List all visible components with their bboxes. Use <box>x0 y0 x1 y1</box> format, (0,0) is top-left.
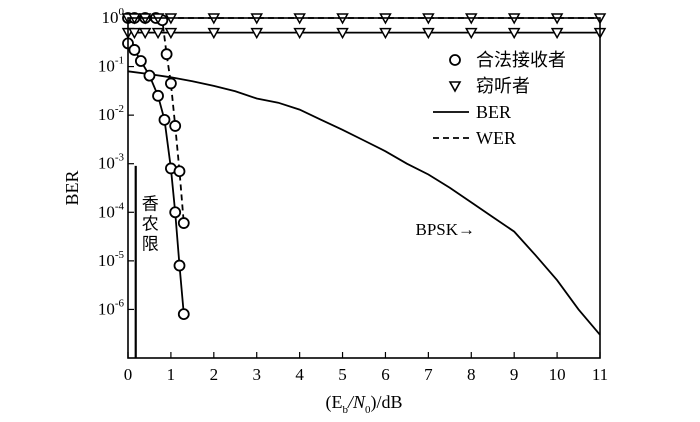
y-tick-label-6: 10-6 <box>98 297 125 318</box>
series-1-point-8 <box>173 165 186 178</box>
series-1-point-7 <box>169 120 182 132</box>
y-tick-base: 10 <box>98 154 115 173</box>
x-axis-label: (Eb/N0)/dB <box>325 392 402 416</box>
legend-circle-marker <box>449 54 461 66</box>
series-2-point-4 <box>164 27 178 40</box>
x-tick-label-9: 9 <box>510 365 519 384</box>
series-0-point-1 <box>128 44 141 56</box>
y-tick-label-0: 100 <box>102 6 125 27</box>
y-tick-exponent: 0 <box>119 6 125 18</box>
x-tick-label-1: 1 <box>167 365 176 384</box>
x-axis-label-n: /N <box>347 392 366 412</box>
bpsk-annotation: BPSK→ <box>415 220 475 239</box>
legend-label-ber: BER <box>476 102 511 122</box>
legend-label-legit-receiver: 合法接收者 <box>476 50 566 71</box>
series-0-point-7 <box>169 206 182 219</box>
legend-triangle-marker <box>448 81 462 93</box>
y-tick-exponent: -4 <box>115 200 125 212</box>
y-tick-exponent: -1 <box>115 55 124 67</box>
y-tick-exponent: -5 <box>115 249 125 261</box>
y-tick-base: 10 <box>98 57 115 76</box>
y-tick-label-4: 10-4 <box>98 200 125 221</box>
series-2-point-2 <box>138 27 152 40</box>
series-1-point-6 <box>165 77 177 90</box>
shannon-limit-label-char-2: 农 <box>142 215 159 235</box>
x-tick-label-6: 6 <box>381 365 390 384</box>
x-tick-label-2: 2 <box>210 365 219 384</box>
y-tick-exponent: -3 <box>115 152 125 164</box>
series-2-point-7 <box>293 27 306 40</box>
y-tick-label-5: 10-5 <box>98 249 125 270</box>
annotations-layer: 香 农 限 BPSK→ <box>134 165 475 358</box>
x-axis-label-sub-b: b <box>342 404 348 416</box>
x-tick-label-8: 8 <box>467 365 476 384</box>
y-tick-label-1: 10-1 <box>98 55 124 76</box>
legend-item-wer: WER <box>433 128 516 148</box>
series-2-point-6 <box>250 27 264 40</box>
ticks-layer: 0 1 2 3 4 5 6 7 8 9 10 1110010-110-210-310-410-510-… <box>98 6 608 384</box>
series-0-point-4 <box>152 89 164 102</box>
x-axis-label-sub-0: 0 <box>365 404 371 416</box>
y-tick-base: 10 <box>98 202 115 221</box>
y-tick-base: 10 <box>98 105 115 124</box>
series-1-point-9 <box>177 217 190 229</box>
legend-label-eavesdropper: 窃听者 <box>476 76 530 97</box>
series-2-point-12 <box>507 27 521 40</box>
legend-label-wer: WER <box>476 128 516 148</box>
x-tick-label-10: 10 <box>549 365 566 384</box>
y-axis-label: BER <box>62 170 82 205</box>
series-2-point-8 <box>336 27 349 40</box>
series-2-point-11 <box>464 27 478 40</box>
x-tick-label-0: 0 <box>124 365 133 384</box>
shannon-limit-label-char-1: 香 <box>142 195 159 215</box>
series-0-point-3 <box>143 69 156 82</box>
x-tick-label-4: 4 <box>295 365 304 384</box>
series-2-point-1 <box>128 27 141 40</box>
legend-item-ber: BER <box>433 102 511 122</box>
plot-frame <box>127 17 601 359</box>
series-0-point-8 <box>173 259 186 272</box>
x-tick-label-7: 7 <box>424 365 433 384</box>
x-tick-label-11: 11 <box>592 365 608 384</box>
series-2-point-13 <box>550 27 564 40</box>
series-line-0 <box>127 42 185 315</box>
series-1-point-5 <box>160 48 173 61</box>
series-2-point-5 <box>207 27 221 40</box>
series-0-point-2 <box>134 55 147 67</box>
series-2-point-10 <box>422 27 435 40</box>
x-axis-label-open: (E <box>325 392 342 413</box>
y-tick-exponent: -6 <box>115 297 125 309</box>
shannon-limit-label-char-3: 限 <box>142 235 159 255</box>
legend: 合法接收者 窃听者 BER WER <box>433 50 566 148</box>
series-0-point-9 <box>177 308 190 321</box>
y-tick-exponent: -2 <box>115 103 124 115</box>
y-tick-base: 10 <box>98 299 115 318</box>
legend-item-eavesdropper: 窃听者 <box>448 76 530 97</box>
legend-item-legit-receiver: 合法接收者 <box>449 50 566 71</box>
y-tick-base: 10 <box>98 251 115 270</box>
series-2-point-9 <box>379 27 392 40</box>
y-tick-label-2: 10-2 <box>98 103 124 124</box>
y-tick-base: 10 <box>102 8 119 27</box>
series-line-4 <box>127 70 601 336</box>
y-tick-label-3: 10-3 <box>98 152 125 173</box>
series-0-point-5 <box>158 113 171 126</box>
x-tick-label-5: 5 <box>338 365 347 384</box>
series-2-point-3 <box>151 27 165 40</box>
x-tick-label-3: 3 <box>252 365 261 384</box>
x-axis-label-tail: )/dB <box>371 392 403 413</box>
